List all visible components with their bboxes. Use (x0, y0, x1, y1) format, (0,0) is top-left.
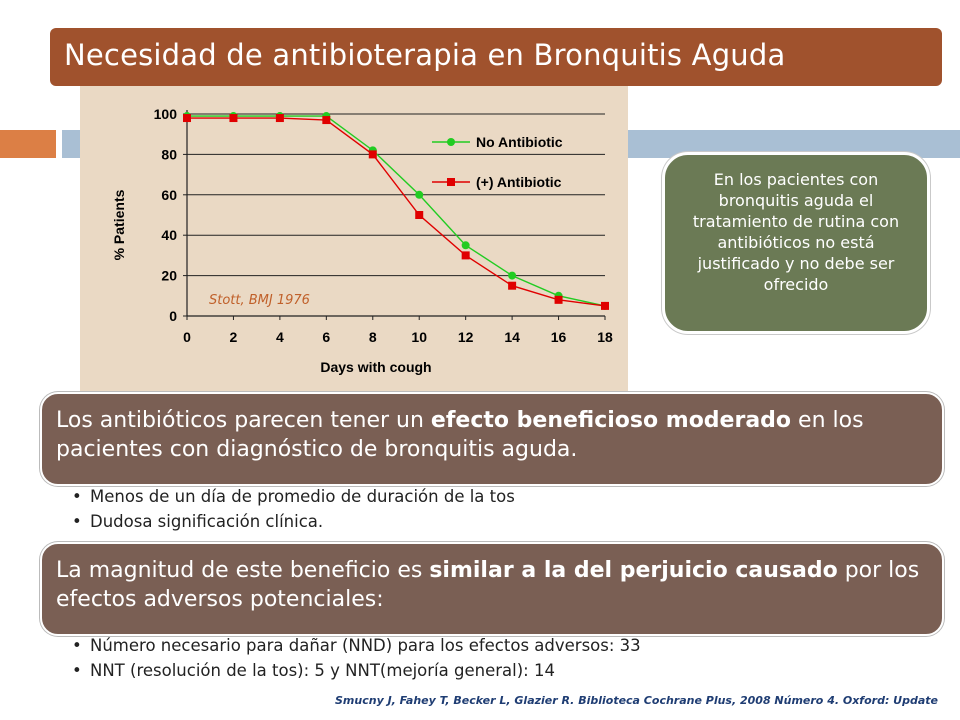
x-tick-label: 10 (411, 329, 427, 345)
accent-bar-orange (0, 130, 56, 158)
x-tick-label: 16 (551, 329, 567, 345)
cough-duration-chart: 0 20 40 60 80 100 0 2 4 6 8 10 12 14 16 18 Days with cou… (111, 106, 613, 375)
slide-title: Necesidad de antibioterapia en Bronquiti… (64, 38, 786, 72)
x-tick-label: 12 (458, 329, 474, 345)
benefit-text: Los antibióticos parecen tener un efecto… (56, 408, 864, 462)
y-tick-label: 40 (161, 227, 177, 243)
bullet-item: Número necesario para dañar (NND) para l… (72, 633, 641, 658)
y-tick-label: 60 (161, 187, 177, 203)
x-axis-label: Days with cough (320, 359, 431, 375)
data-point (368, 150, 377, 159)
benefit-box: Los antibióticos parecen tener un efecto… (40, 392, 944, 486)
bullet-item: NNT (resolución de la tos): 5 y NNT(mejo… (72, 658, 641, 683)
data-point (461, 251, 470, 260)
legend-marker (447, 178, 455, 186)
harm-text: La magnitud de este beneficio es similar… (56, 558, 920, 612)
harm-box: La magnitud de este beneficio es similar… (40, 542, 944, 636)
chart-annotation: Stott, BMJ 1976 (209, 293, 310, 308)
title-bar: Necesidad de antibioterapia en Bronquiti… (50, 28, 942, 86)
x-tick-label: 4 (276, 329, 284, 345)
x-tick-label: 0 (183, 329, 191, 345)
benefit-bullets: Menos de un día de promedio de duración … (72, 484, 515, 534)
harm-bullets: Número necesario para dañar (NND) para l… (72, 633, 641, 683)
data-point (275, 114, 284, 123)
data-point (415, 211, 424, 219)
citation: Smucny J, Fahey T, Becker L, Glazier R. … (335, 694, 938, 707)
legend-marker (447, 138, 455, 146)
data-point (322, 116, 331, 125)
y-axis-label: % Patients (111, 189, 127, 260)
data-point (601, 301, 609, 310)
x-tick-label: 6 (322, 329, 330, 345)
x-tick-label: 8 (369, 329, 377, 345)
chart-panel: 0 20 40 60 80 100 0 2 4 6 8 10 12 14 16 18 Days with cou… (80, 86, 628, 392)
x-tick-label: 14 (504, 329, 520, 345)
callout-box: En los pacientes con bronquitis aguda el… (662, 152, 930, 334)
legend-label: (+) Antibiotic (476, 174, 562, 190)
data-point (229, 114, 238, 123)
callout-text: En los pacientes con bronquitis aguda el… (692, 170, 900, 294)
legend-label: No Antibiotic (476, 134, 563, 150)
bullet-item: Dudosa significación clínica. (72, 509, 515, 534)
x-tick-label: 18 (597, 329, 613, 345)
data-point (508, 271, 517, 280)
y-tick-label: 0 (169, 308, 177, 324)
y-tick-label: 20 (161, 268, 177, 284)
data-point (554, 295, 563, 304)
y-tick-label: 80 (161, 146, 177, 162)
y-tick-label: 100 (154, 106, 178, 122)
data-point (508, 281, 517, 290)
data-point (461, 241, 470, 250)
series-line (187, 115, 606, 307)
series-line (187, 117, 606, 307)
data-point (415, 190, 424, 199)
data-point (183, 114, 191, 123)
x-tick-label: 2 (230, 329, 238, 345)
bullet-item: Menos de un día de promedio de duración … (72, 484, 515, 509)
